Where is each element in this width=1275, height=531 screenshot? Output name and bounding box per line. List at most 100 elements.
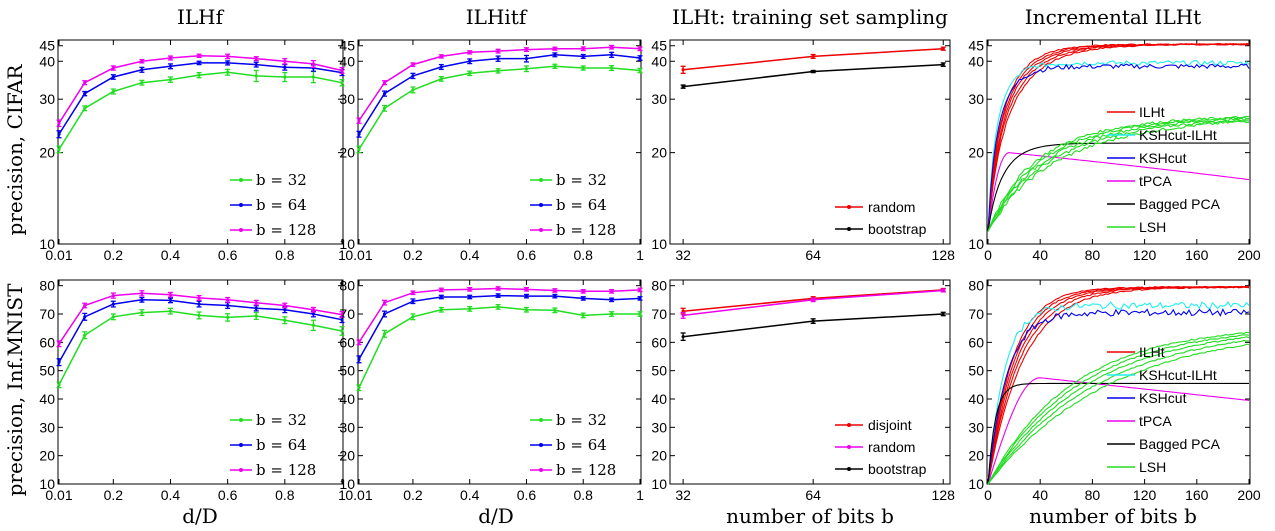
legend-label: b = 128 xyxy=(556,461,616,479)
plot-frame xyxy=(57,39,344,245)
y-tick-label: 10 xyxy=(968,476,984,492)
y-tick-label: 30 xyxy=(39,419,55,435)
y-tick-label: 45 xyxy=(651,38,667,54)
data-point xyxy=(439,295,443,299)
data-point xyxy=(638,312,642,316)
y-tick-label: 45 xyxy=(968,38,984,54)
data-point xyxy=(283,318,287,322)
data-point xyxy=(468,50,472,54)
data-point xyxy=(811,319,815,323)
data-point xyxy=(111,75,115,79)
data-point xyxy=(811,54,815,59)
y-tick-label: 60 xyxy=(39,334,55,350)
legend-marker xyxy=(239,468,243,472)
x-tick-label: 0.4 xyxy=(161,487,181,503)
data-point xyxy=(553,53,557,57)
legend-label: b = 32 xyxy=(556,171,607,189)
data-point xyxy=(357,386,361,390)
legend-marker xyxy=(539,203,543,207)
x-tick-label: 160 xyxy=(1185,487,1209,503)
legend-label: tPCA xyxy=(1139,413,1172,429)
y-tick-label: 40 xyxy=(651,391,667,407)
data-point xyxy=(468,71,472,75)
data-point xyxy=(581,47,585,51)
data-point xyxy=(168,309,173,313)
data-point xyxy=(140,310,144,315)
y-tick-label: 20 xyxy=(968,448,984,464)
data-point xyxy=(57,132,61,136)
data-point xyxy=(553,64,557,68)
legend-label: bootstrap xyxy=(868,221,927,237)
y-tick-label: 50 xyxy=(39,363,55,379)
data-point xyxy=(226,303,230,308)
column-title-ilhitf: ILHitf xyxy=(466,5,528,29)
data-point xyxy=(610,289,614,293)
x-tick-label: 0.8 xyxy=(275,487,295,503)
legend-label: b = 64 xyxy=(556,436,607,454)
legend-label: disjoint xyxy=(868,417,912,433)
data-point xyxy=(439,65,443,69)
legend-label: b = 32 xyxy=(256,171,307,189)
data-point xyxy=(168,78,173,82)
data-point xyxy=(311,62,316,66)
x-tick-label: 0.4 xyxy=(161,247,181,263)
data-point xyxy=(357,357,361,361)
legend-marker xyxy=(847,205,851,209)
legend-marker xyxy=(239,443,243,447)
legend-marker xyxy=(539,418,543,422)
data-point xyxy=(283,59,287,63)
data-point xyxy=(524,308,529,312)
y-tick-label: 50 xyxy=(339,363,355,379)
data-point xyxy=(57,342,61,346)
series-line xyxy=(987,301,1250,485)
legend-label: b = 128 xyxy=(556,221,616,239)
data-point xyxy=(254,74,258,78)
data-point xyxy=(638,56,642,60)
y-tick-label: 70 xyxy=(339,306,355,322)
x-tick-label: 1 xyxy=(636,487,644,503)
data-point xyxy=(311,75,316,79)
legend-label: KSHcut xyxy=(1139,390,1187,406)
x-tick-label: 0.2 xyxy=(403,487,423,503)
data-point xyxy=(382,81,387,85)
data-point xyxy=(140,59,144,63)
x-tick-label: 0.8 xyxy=(275,247,295,263)
data-point xyxy=(283,303,287,308)
legend: b = 32 b = 64 b = 128 xyxy=(530,411,616,479)
series-line xyxy=(987,120,1250,232)
data-point xyxy=(681,85,685,89)
x-tick-label: 0 xyxy=(984,247,992,263)
y-tick-label: 10 xyxy=(339,476,355,492)
x-tick-label: 80 xyxy=(1085,247,1101,263)
data-point xyxy=(638,47,642,51)
plot-frame xyxy=(357,279,642,485)
data-point xyxy=(357,119,361,123)
y-tick-label: 50 xyxy=(968,363,984,379)
data-point xyxy=(638,288,642,292)
x-tick-label: 0.8 xyxy=(573,487,593,503)
data-point xyxy=(168,293,173,297)
data-point xyxy=(941,288,945,293)
y-tick-label: 30 xyxy=(968,419,984,435)
data-point xyxy=(524,67,529,71)
plot-frame xyxy=(669,39,951,245)
legend: random bootstrap xyxy=(835,199,927,237)
legend-label: b = 64 xyxy=(256,196,307,214)
legend: b = 32 b = 64 b = 128 xyxy=(530,171,616,239)
data-point xyxy=(111,293,115,298)
data-point xyxy=(382,106,387,110)
y-tick-label: 60 xyxy=(339,334,355,350)
x-tick-label: 0.2 xyxy=(104,487,124,503)
data-point xyxy=(941,47,945,51)
data-point xyxy=(197,302,201,306)
data-point xyxy=(439,288,443,292)
legend-marker xyxy=(239,228,243,232)
x-tick-label: 32 xyxy=(675,247,691,263)
plot-frame xyxy=(669,279,951,485)
data-point xyxy=(57,121,61,125)
data-point xyxy=(496,305,500,309)
x-axis-label: number of bits b xyxy=(726,504,894,528)
data-point xyxy=(283,65,287,69)
x-tick-label: 1 xyxy=(338,487,346,503)
